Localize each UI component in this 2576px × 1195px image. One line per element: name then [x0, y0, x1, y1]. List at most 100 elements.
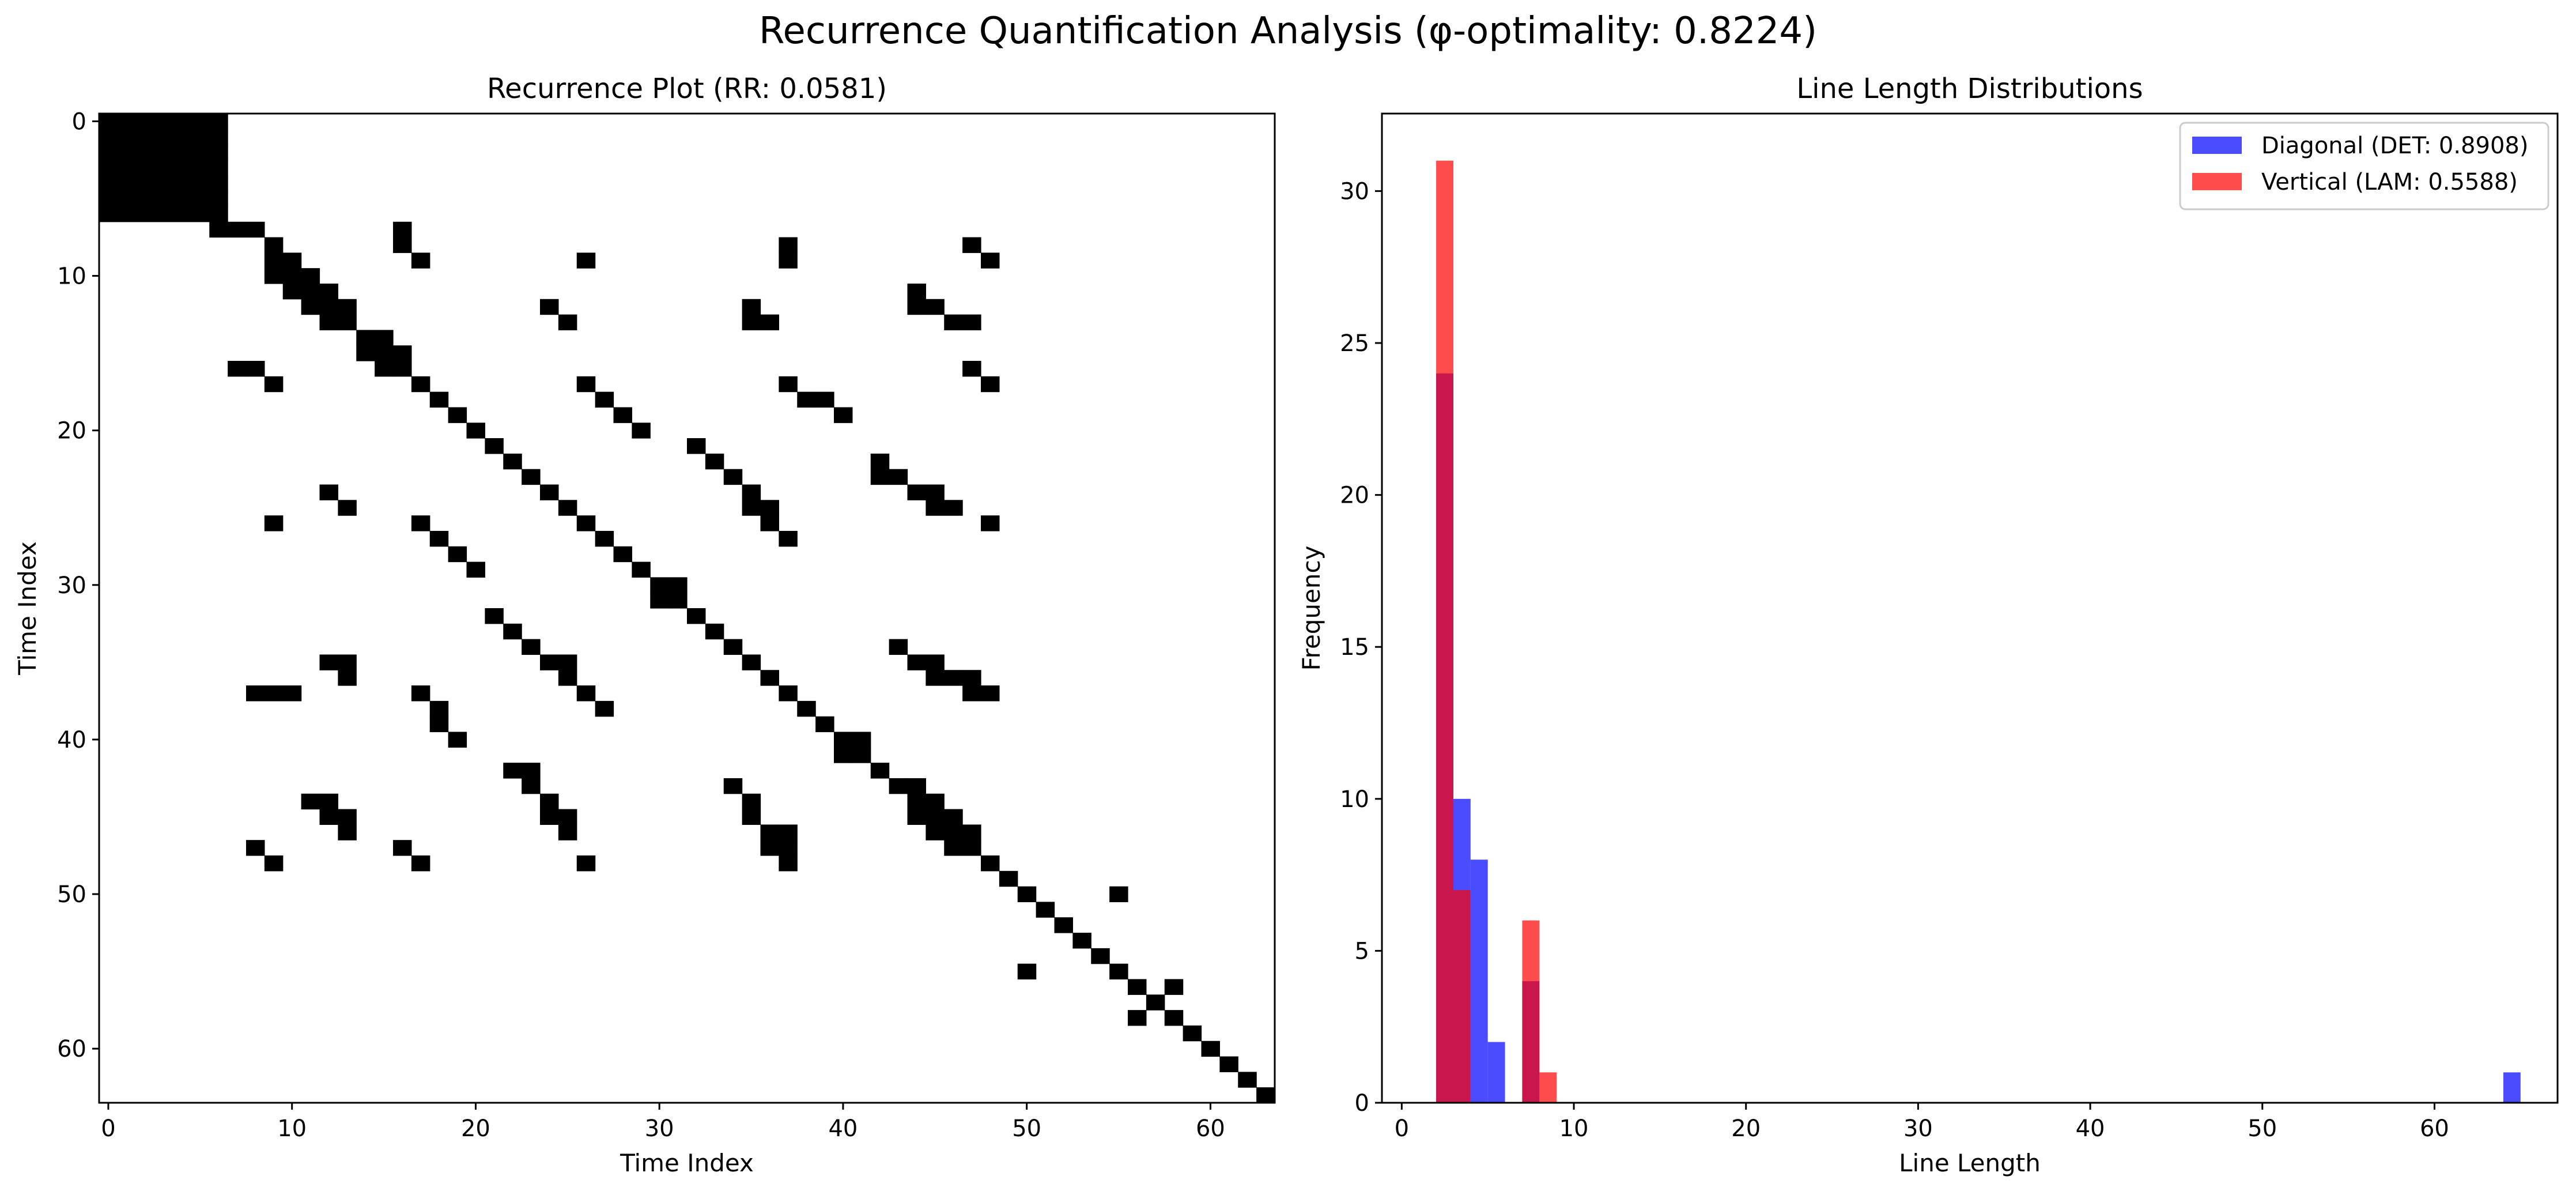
recurrence-cell	[99, 129, 118, 145]
recurrence-cell	[907, 283, 926, 300]
recurrence-cell	[466, 561, 485, 578]
recurrence-cell	[485, 438, 504, 454]
recurrence-cell	[834, 407, 853, 423]
recurrence-cell	[834, 732, 853, 748]
recurrence-cell	[540, 809, 559, 825]
recurrence-cell	[779, 840, 798, 856]
recurrence-cell	[632, 423, 651, 439]
legend: Diagonal (DET: 0.8908) Vertical (LAM: 0.…	[2179, 122, 2549, 210]
recurrence-cell	[375, 345, 394, 361]
recurrence-cell	[742, 793, 761, 810]
legend-swatch-vertical	[2192, 173, 2242, 190]
recurrence-cell	[926, 793, 945, 810]
recurrence-cell	[429, 716, 449, 733]
y-tick-label: 10	[57, 263, 86, 290]
recurrence-cell	[779, 685, 798, 702]
recurrence-cell	[944, 500, 963, 516]
recurrence-cell	[981, 252, 1000, 269]
figure-suptitle: Recurrence Quantification Analysis (φ-op…	[759, 10, 1817, 52]
recurrence-cell	[907, 809, 926, 825]
recurrence-cell	[117, 191, 137, 207]
legend-label-vertical: Vertical (LAM: 0.5588)	[2261, 169, 2518, 195]
recurrence-cell	[209, 129, 228, 145]
legend-swatch-diagonal	[2192, 137, 2242, 154]
recurrence-cell	[319, 314, 338, 330]
recurrence-cell	[448, 407, 467, 423]
recurrence-cell	[687, 438, 706, 454]
recurrence-cell	[1128, 979, 1147, 995]
recurrence-cell	[172, 175, 191, 191]
recurrence-cell	[760, 840, 779, 856]
recurrence-cell	[209, 175, 228, 191]
x-tick-label: 0	[1395, 1115, 1409, 1142]
recurrence-cell	[117, 114, 137, 130]
y-tick-label: 0	[72, 108, 86, 135]
recurrence-cell	[154, 160, 173, 176]
recurrence-cell	[301, 268, 320, 284]
line-length-panel: Line Length Distributions 0 10 20 30 40 50 60 …	[1297, 73, 2559, 1177]
y-tick-label: 25	[1340, 330, 1369, 357]
x-tick-label: 30	[645, 1115, 674, 1142]
recurrence-cell	[558, 670, 577, 686]
recurrence-cell	[135, 206, 155, 223]
recurrence-cell	[1072, 933, 1091, 949]
recurrence-cell	[191, 144, 210, 161]
recurrence-cell	[981, 376, 1000, 393]
x-tick-label: 30	[1903, 1115, 1933, 1142]
recurrence-cell	[282, 283, 302, 300]
recurrence-cell	[191, 129, 210, 145]
y-tick-label: 10	[1340, 786, 1369, 813]
recurrence-cell	[393, 345, 412, 361]
recurrence-cell	[154, 175, 173, 191]
recurrence-cell	[760, 670, 779, 686]
recurrence-cell	[926, 654, 945, 670]
line-length-x-axis-label: Line Length	[1899, 1149, 2041, 1177]
recurrence-cell	[117, 206, 137, 223]
recurrence-cell	[393, 840, 412, 856]
recurrence-cell	[834, 747, 853, 763]
recurrence-cell	[264, 237, 284, 253]
recurrence-cell	[852, 732, 871, 748]
recurrence-cell	[135, 114, 155, 130]
recurrence-cell	[503, 623, 522, 640]
recurrence-cell	[815, 391, 834, 408]
recurrence-cell	[411, 855, 430, 872]
recurrence-cell	[429, 391, 449, 408]
recurrence-cell	[264, 376, 284, 393]
recurrence-cell	[981, 855, 1000, 872]
vertical-bar	[1539, 1072, 1557, 1103]
x-tick-label: 50	[1012, 1115, 1041, 1142]
recurrence-cell	[576, 685, 596, 702]
recurrence-cell	[246, 840, 265, 856]
recurrence-cell	[117, 160, 137, 176]
recurrence-cell	[319, 283, 338, 300]
x-tick-label: 60	[1196, 1115, 1225, 1142]
recurrence-cell	[393, 361, 412, 377]
x-tick-label: 50	[2248, 1115, 2277, 1142]
recurrence-cell	[338, 500, 357, 516]
recurrence-cell	[117, 144, 137, 161]
y-tick-label: 60	[57, 1036, 86, 1062]
recurrence-cell	[779, 237, 798, 253]
recurrence-cell	[576, 855, 596, 872]
recurrence-cell	[154, 144, 173, 161]
recurrence-cell	[650, 577, 669, 593]
recurrence-cell	[522, 469, 541, 485]
recurrence-cell	[944, 670, 963, 686]
recurrence-cell	[962, 237, 981, 253]
recurrence-cell	[613, 407, 632, 423]
vertical-bar	[1522, 920, 1540, 1103]
recurrence-cell	[135, 129, 155, 145]
recurrence-cell	[815, 716, 834, 733]
recurrence-cell	[962, 314, 981, 330]
recurrence-cell	[558, 500, 577, 516]
recurrence-cell	[246, 361, 265, 377]
recurrence-cell	[797, 700, 816, 717]
recurrence-cell	[852, 747, 871, 763]
vertical-bar	[1453, 889, 1471, 1103]
recurrence-cell	[117, 129, 137, 145]
line-length-y-axis-label: Frequency	[1297, 546, 1325, 671]
recurrence-cell	[540, 299, 559, 315]
histogram-bars	[1436, 160, 2521, 1103]
